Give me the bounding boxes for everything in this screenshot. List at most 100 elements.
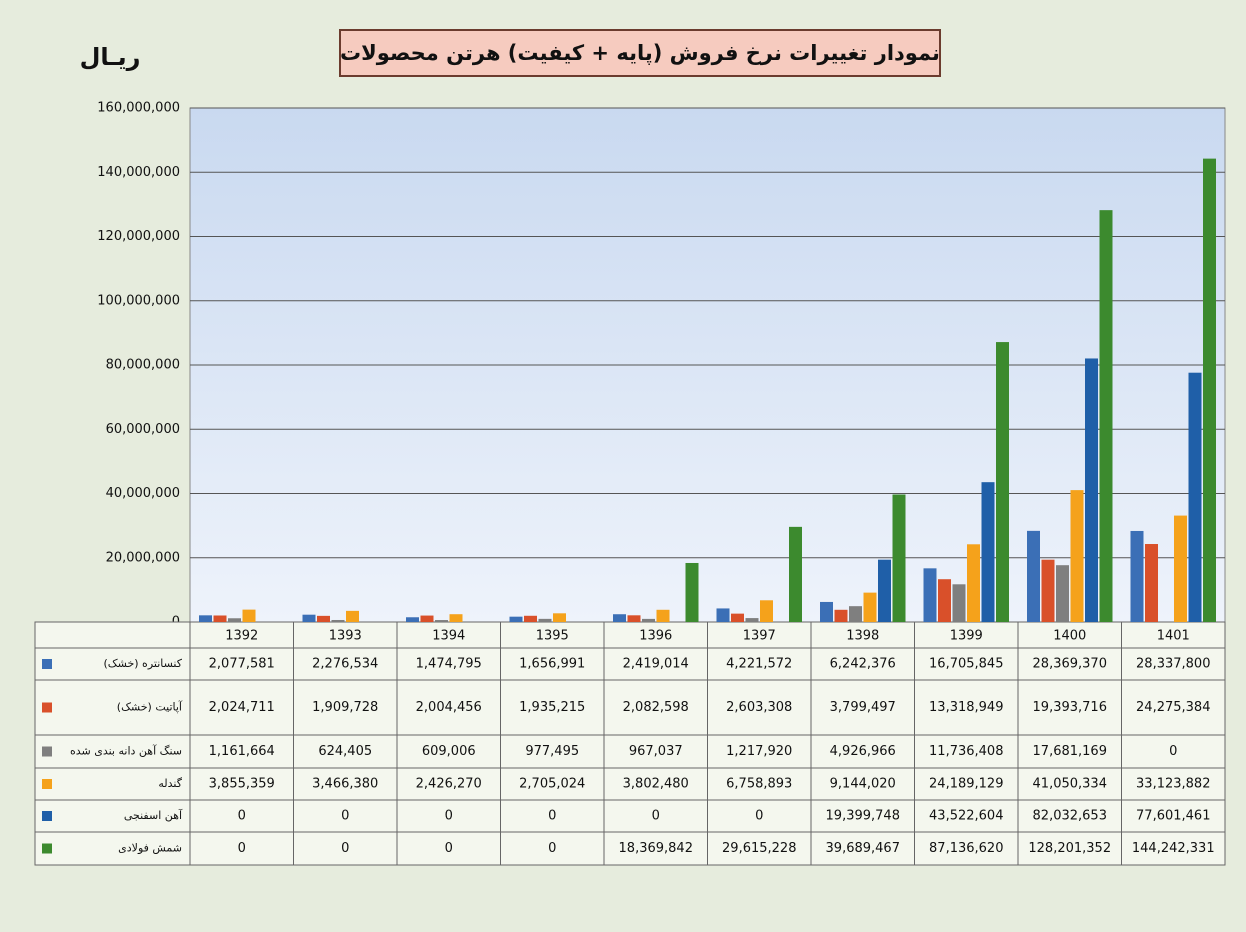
table-value: 39,689,467 xyxy=(826,841,900,856)
bar xyxy=(1041,559,1055,622)
bar xyxy=(996,342,1009,622)
table-value: 977,495 xyxy=(525,744,579,759)
bar xyxy=(406,617,419,622)
table-value: 128,201,352 xyxy=(1028,841,1111,856)
bar xyxy=(1174,515,1187,622)
table-value: 11,736,408 xyxy=(929,744,1003,759)
bar xyxy=(627,615,641,622)
bar xyxy=(524,615,537,622)
table-value: 2,004,456 xyxy=(416,700,482,715)
table-value: 43,522,604 xyxy=(929,809,1003,824)
bar xyxy=(1027,530,1040,622)
bar xyxy=(745,618,759,622)
legend-swatch xyxy=(42,779,52,789)
x-tick-label: 1399 xyxy=(950,629,983,644)
legend-swatch xyxy=(42,702,52,713)
bar xyxy=(1070,490,1084,622)
table-value: 6,242,376 xyxy=(830,657,896,672)
table-value: 2,024,711 xyxy=(209,700,275,715)
table-value: 24,275,384 xyxy=(1136,700,1210,715)
bar xyxy=(509,616,523,622)
y-tick-label: 100,000,000 xyxy=(97,293,180,308)
table-value: 28,369,370 xyxy=(1033,657,1107,672)
bar xyxy=(685,562,699,622)
table-value: 0 xyxy=(238,841,246,856)
legend-label: آهن اسفنجی xyxy=(124,808,183,822)
legend-label: کنسانتره (خشک) xyxy=(104,657,183,670)
x-tick-label: 1401 xyxy=(1157,629,1190,644)
bar xyxy=(656,609,670,622)
table-value: 9,144,020 xyxy=(830,777,896,792)
table-value: 1,161,664 xyxy=(209,744,275,759)
table-value: 16,705,845 xyxy=(929,657,1003,672)
y-tick-label: 20,000,000 xyxy=(106,550,180,565)
table-value: 0 xyxy=(445,809,453,824)
table-value: 2,276,534 xyxy=(312,657,378,672)
bar xyxy=(1085,358,1098,622)
table-value: 0 xyxy=(445,841,453,856)
table-value: 2,419,014 xyxy=(623,657,689,672)
bar xyxy=(849,606,862,622)
table-value: 0 xyxy=(341,809,349,824)
legend-swatch xyxy=(42,843,52,854)
table-value: 3,802,480 xyxy=(623,777,689,792)
y-tick-label: 40,000,000 xyxy=(106,486,180,501)
legend-swatch xyxy=(42,811,52,821)
bar xyxy=(834,609,848,622)
x-tick-label: 1396 xyxy=(639,629,672,644)
x-tick-label: 1400 xyxy=(1053,629,1086,644)
y-axis-label: ریـال xyxy=(80,43,141,71)
x-tick-label: 1395 xyxy=(536,629,569,644)
data-table xyxy=(34,621,1226,866)
table-value: 0 xyxy=(755,809,763,824)
bar xyxy=(642,618,655,622)
table-value: 19,399,748 xyxy=(826,809,900,824)
bar xyxy=(760,600,773,622)
bar xyxy=(820,601,833,622)
table-value: 87,136,620 xyxy=(929,841,1003,856)
bar xyxy=(449,614,463,622)
table-value: 82,032,653 xyxy=(1033,809,1107,824)
table-value: 0 xyxy=(652,809,660,824)
bar xyxy=(553,613,566,622)
table-value: 609,006 xyxy=(422,744,476,759)
bar xyxy=(302,614,316,622)
y-tick-label: 60,000,000 xyxy=(106,422,180,437)
table-value: 28,337,800 xyxy=(1136,657,1210,672)
table-value: 2,426,270 xyxy=(416,777,482,792)
legend-label: شمش فولادی xyxy=(118,842,182,855)
bar xyxy=(317,615,330,622)
bar xyxy=(731,613,744,622)
bar xyxy=(199,615,212,622)
bar xyxy=(1145,544,1158,622)
table-value: 144,242,331 xyxy=(1132,841,1215,856)
bar xyxy=(1056,565,1069,622)
table-value: 4,926,966 xyxy=(830,744,896,759)
bar xyxy=(1130,530,1144,622)
bar xyxy=(538,618,552,622)
bar xyxy=(716,608,730,622)
table-value: 17,681,169 xyxy=(1033,744,1107,759)
legend-label: سنگ آهن دانه بندی شده xyxy=(70,744,182,758)
table-value: 0 xyxy=(1169,744,1177,759)
bar xyxy=(1099,210,1113,623)
table-value: 1,656,991 xyxy=(519,657,585,672)
table-value: 6,758,893 xyxy=(726,777,792,792)
table-value: 0 xyxy=(341,841,349,856)
bar xyxy=(952,584,966,622)
bar xyxy=(420,615,434,622)
table-value: 624,405 xyxy=(318,744,372,759)
table-value: 2,082,598 xyxy=(623,700,689,715)
table-value: 24,189,129 xyxy=(929,777,1003,792)
y-tick-label: 80,000,000 xyxy=(106,358,180,373)
x-tick-label: 1394 xyxy=(432,629,465,644)
bar xyxy=(938,579,951,622)
x-tick-label: 1398 xyxy=(846,629,879,644)
table-value: 19,393,716 xyxy=(1033,700,1107,715)
bar xyxy=(228,618,241,622)
bar xyxy=(967,544,980,622)
table-value: 0 xyxy=(548,809,556,824)
y-tick-label: 120,000,000 xyxy=(97,229,180,244)
title-box xyxy=(339,29,941,77)
table-value: 3,799,497 xyxy=(830,700,896,715)
